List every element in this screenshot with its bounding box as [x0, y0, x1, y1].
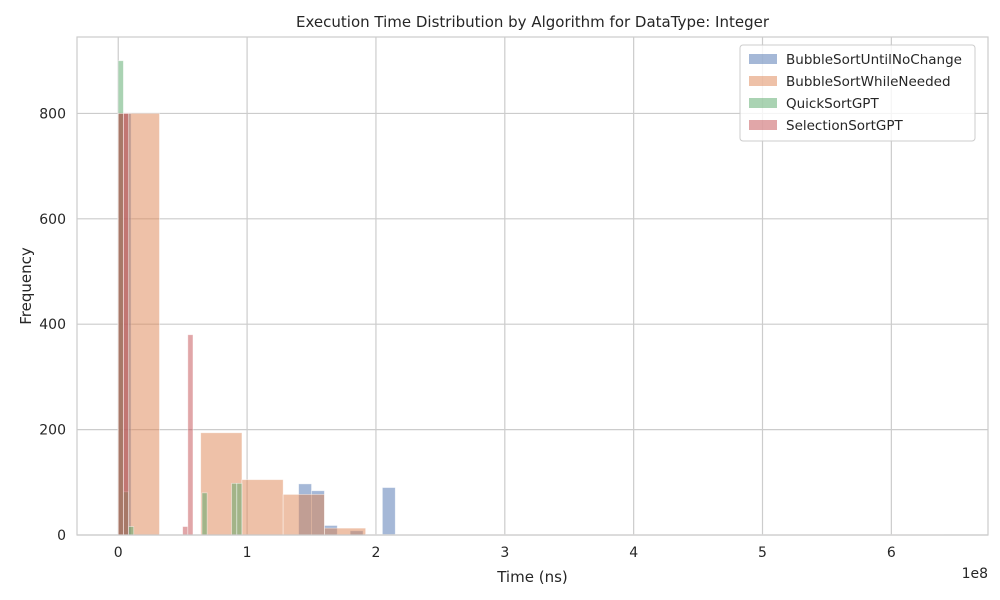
legend-swatch [749, 98, 777, 108]
legend-swatch [749, 54, 777, 64]
legend-label: QuickSortGPT [786, 96, 879, 112]
histogram-bar [324, 527, 367, 536]
histogram-bar [128, 526, 135, 536]
y-axis-ticks: 0 200 400 600 800 [39, 106, 66, 544]
axes-border [76, 36, 989, 536]
legend: BubbleSortUntilNoChange BubbleSortWhileNe… [739, 44, 976, 142]
y-tick-label: 400 [39, 317, 66, 333]
histogram-bar [381, 487, 396, 536]
x-tick-label: 1 [243, 545, 252, 561]
y-tick-label: 200 [39, 423, 66, 439]
y-axis-label: Frequency [17, 247, 35, 325]
chart-title: Execution Time Distribution by Algorithm… [296, 13, 770, 31]
x-axis-offset-label: 1e8 [962, 566, 988, 582]
x-tick-label: 6 [887, 545, 896, 561]
x-tick-label: 2 [371, 545, 380, 561]
histogram-bar [282, 494, 325, 536]
x-tick-label: 3 [500, 545, 509, 561]
legend-label: BubbleSortUntilNoChange [786, 52, 962, 68]
plot-frame [76, 36, 989, 536]
x-tick-label: 4 [629, 545, 638, 561]
legend-box [739, 44, 976, 142]
histogram-bar [182, 526, 189, 536]
legend-label: BubbleSortWhileNeeded [786, 74, 951, 90]
legend-swatch [749, 76, 777, 86]
histogram-bar [231, 482, 238, 536]
y-tick-label: 600 [39, 212, 66, 228]
histogram-bar [241, 479, 284, 536]
x-tick-label: 0 [114, 545, 123, 561]
y-tick-label: 0 [57, 528, 66, 544]
histogram-bars [117, 60, 944, 536]
x-tick-label: 5 [758, 545, 767, 561]
legend-swatch [749, 120, 777, 130]
legend-label: SelectionSortGPT [786, 118, 903, 134]
histogram-bar [122, 113, 129, 536]
x-axis-ticks: 0 1 2 3 4 5 6 [114, 545, 896, 561]
histogram-bar [117, 113, 124, 536]
y-tick-label: 800 [39, 106, 66, 122]
histogram-bar [236, 482, 243, 536]
x-axis-label: Time (ns) [496, 568, 568, 586]
histogram-bar [187, 334, 194, 536]
histogram-bar [201, 492, 208, 536]
